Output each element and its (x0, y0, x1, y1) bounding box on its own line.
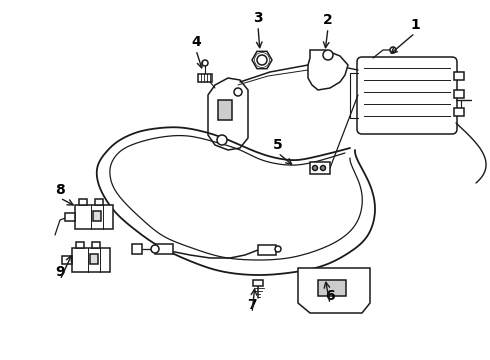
Bar (454, 90, 464, 98)
Polygon shape (298, 268, 370, 313)
Polygon shape (208, 78, 248, 150)
Text: 9: 9 (55, 265, 65, 279)
Text: 1: 1 (410, 18, 420, 32)
Text: 8: 8 (55, 183, 65, 197)
Text: 7: 7 (247, 298, 257, 312)
Bar (76, 242, 84, 248)
Circle shape (202, 60, 208, 66)
Text: 2: 2 (323, 13, 333, 27)
Bar (454, 108, 464, 116)
Bar (95, 199, 103, 205)
Circle shape (217, 135, 227, 145)
Bar (93, 211, 101, 221)
Bar (310, 162, 330, 174)
Bar (62, 256, 72, 264)
Bar (318, 280, 346, 296)
Bar (79, 199, 87, 205)
Polygon shape (308, 50, 348, 90)
Text: 5: 5 (273, 138, 283, 152)
Circle shape (313, 166, 318, 171)
Bar (454, 72, 464, 80)
Bar (132, 244, 142, 254)
Text: 4: 4 (191, 35, 201, 49)
Circle shape (234, 88, 242, 96)
Polygon shape (252, 51, 272, 69)
Circle shape (257, 55, 267, 65)
Circle shape (275, 246, 281, 252)
Text: 3: 3 (253, 11, 263, 25)
Bar (218, 100, 232, 120)
Circle shape (323, 50, 333, 60)
Bar (155, 244, 173, 254)
FancyBboxPatch shape (357, 57, 457, 134)
Circle shape (320, 166, 325, 171)
Text: 6: 6 (325, 289, 335, 303)
Bar (198, 74, 212, 82)
Bar (253, 280, 263, 286)
Bar (90, 254, 98, 264)
Circle shape (390, 47, 396, 53)
Bar (75, 205, 113, 229)
Bar (72, 248, 110, 272)
Bar (65, 213, 75, 221)
Circle shape (151, 245, 159, 253)
Bar (92, 242, 100, 248)
Bar (258, 245, 276, 255)
